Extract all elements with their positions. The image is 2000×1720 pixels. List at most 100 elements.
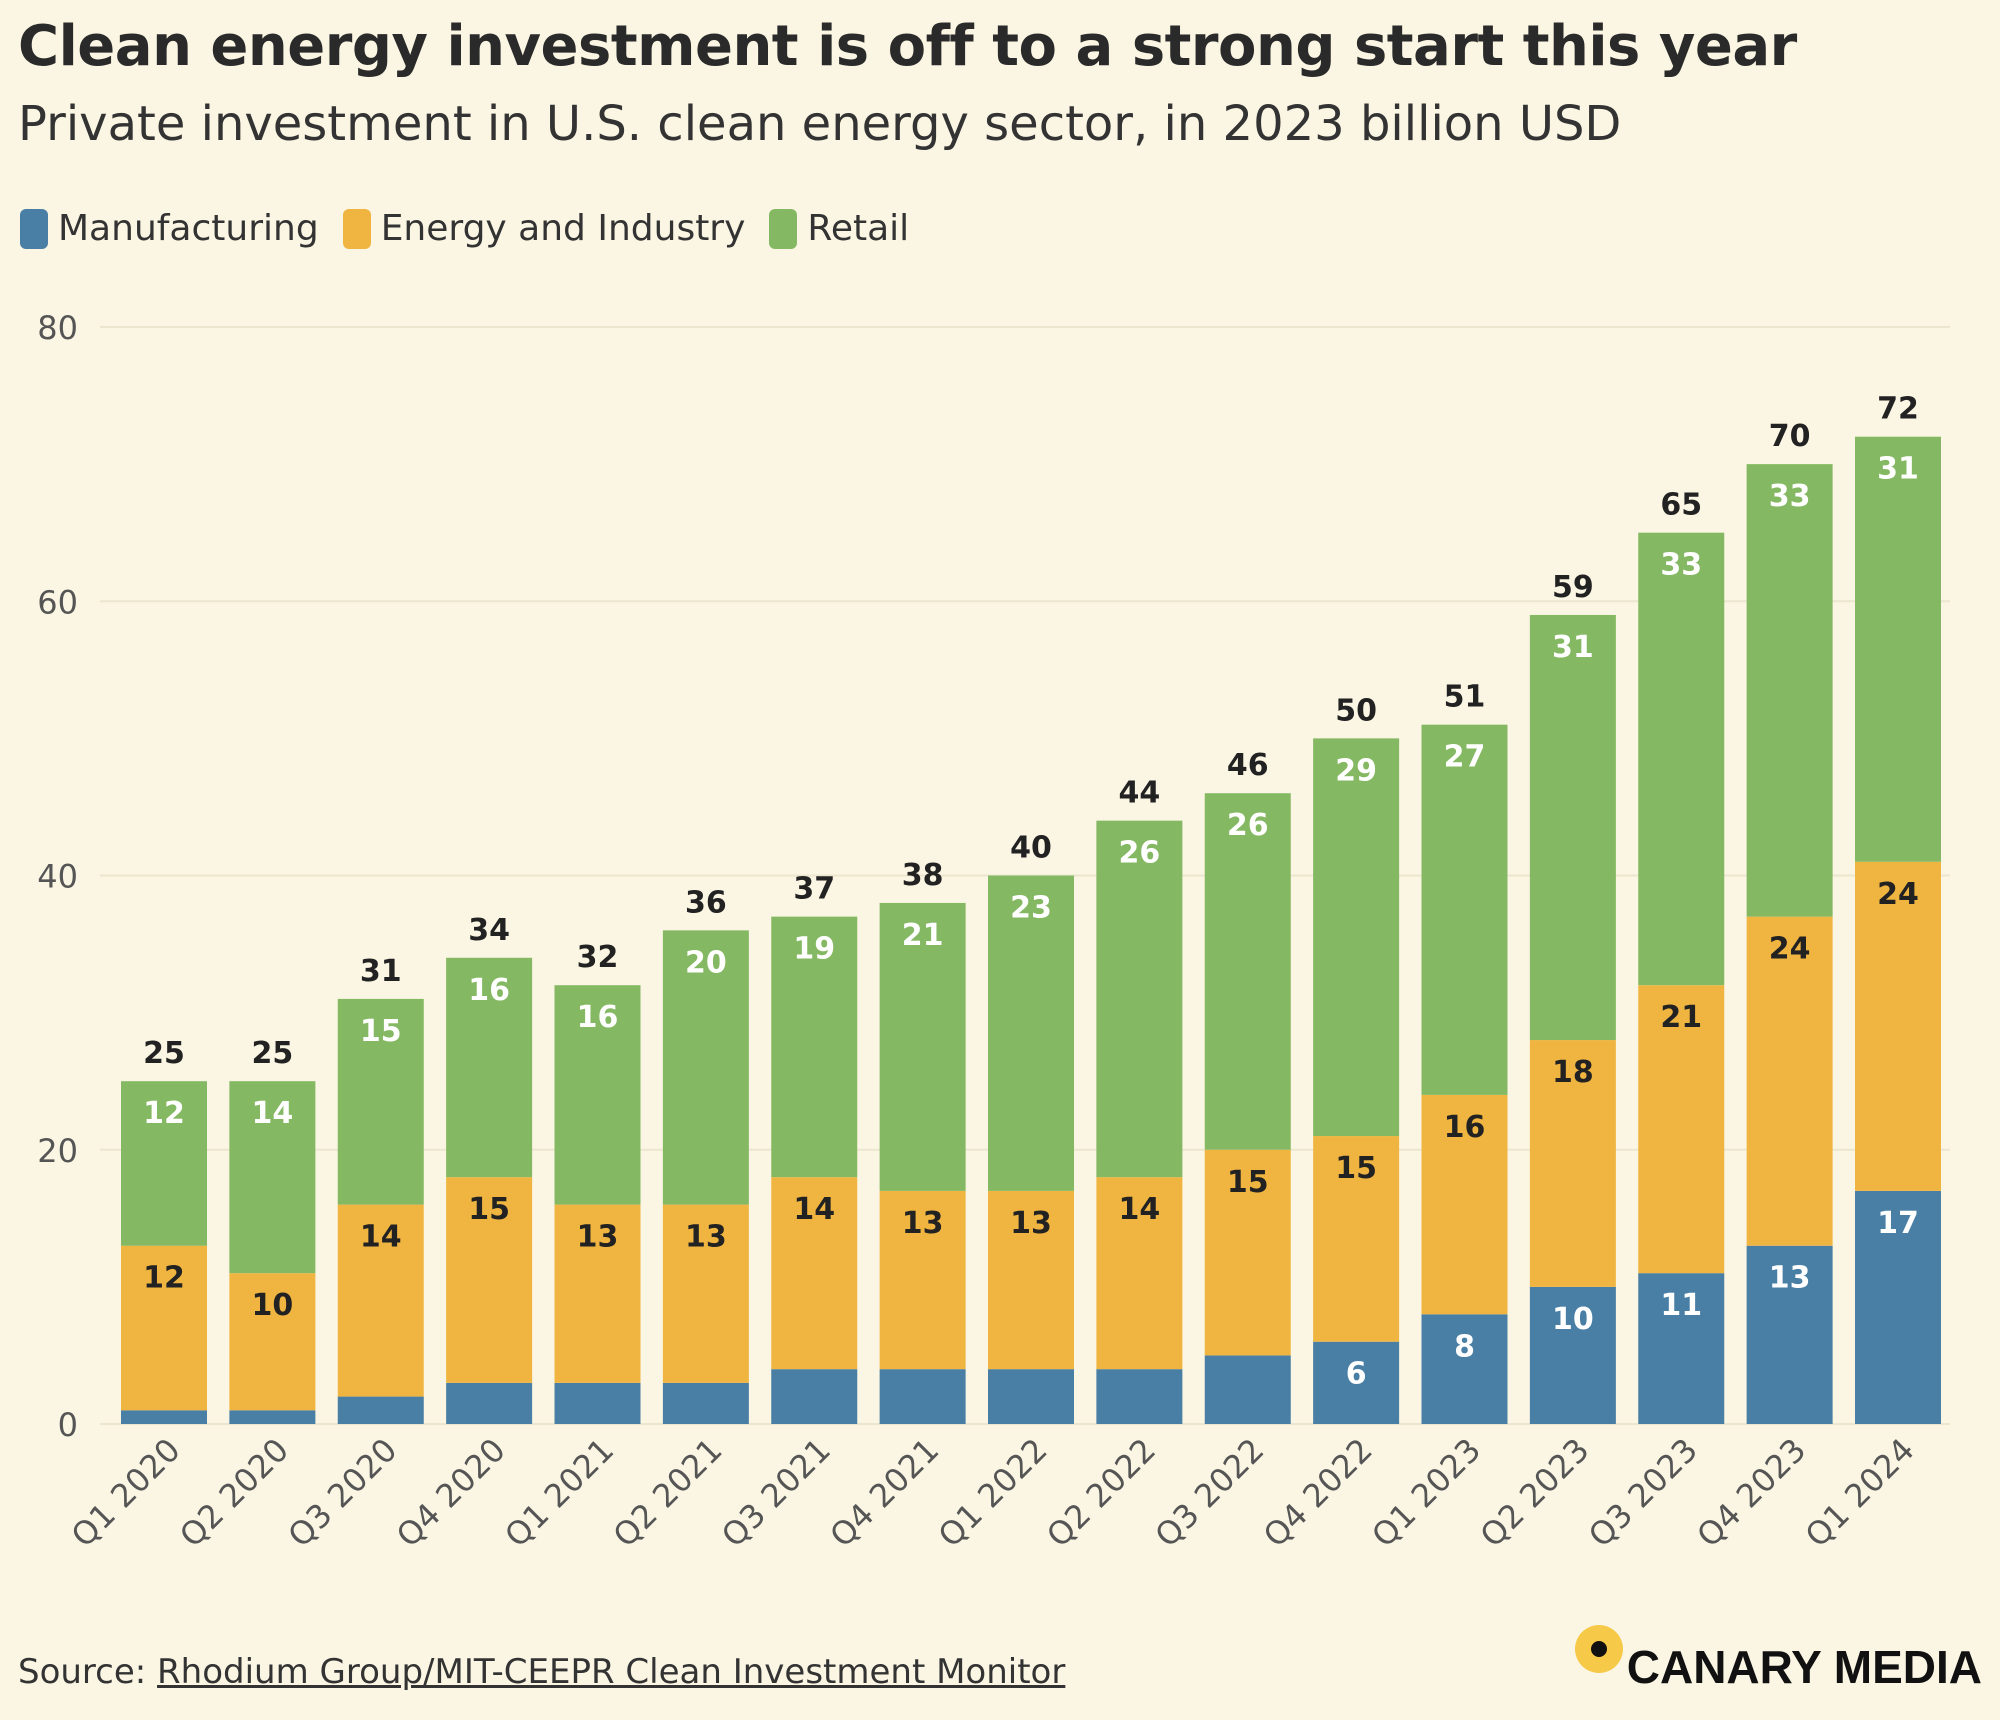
x-tick-label: Q4 2021 bbox=[822, 1431, 946, 1555]
bar-segment bbox=[771, 916, 858, 1178]
bar-segment bbox=[1204, 793, 1291, 1150]
bar-segment bbox=[1096, 1369, 1183, 1424]
y-tick-label: 0 bbox=[58, 1406, 78, 1444]
total-label: 70 bbox=[1769, 419, 1811, 454]
bar-segment bbox=[337, 998, 424, 1205]
x-tick-label: Q3 2020 bbox=[281, 1431, 405, 1555]
x-tick-label: Q1 2020 bbox=[64, 1431, 188, 1555]
bar-segment bbox=[554, 1204, 641, 1383]
legend-label-retail: Retail bbox=[807, 208, 910, 249]
canary-logo-icon bbox=[1574, 1625, 1623, 1673]
total-label: 51 bbox=[1444, 680, 1486, 715]
bar-segment bbox=[1638, 985, 1725, 1274]
data-label: 27 bbox=[1444, 740, 1486, 775]
total-label: 44 bbox=[1119, 776, 1161, 811]
total-label: 46 bbox=[1227, 748, 1269, 783]
bar-segment bbox=[662, 1204, 749, 1383]
total-label: 37 bbox=[793, 872, 835, 907]
total-label: 25 bbox=[143, 1036, 185, 1071]
total-label: 72 bbox=[1877, 392, 1919, 427]
x-tick-label: Q1 2023 bbox=[1364, 1431, 1488, 1555]
source-label: Source: bbox=[18, 1652, 158, 1692]
bar-segment bbox=[1746, 1245, 1833, 1424]
bar-segment bbox=[1746, 464, 1833, 917]
bar-segment bbox=[879, 1190, 966, 1370]
y-tick-label: 60 bbox=[37, 583, 78, 621]
chart-subtitle: Private investment in U.S. clean energy … bbox=[18, 96, 1622, 152]
bar-segment bbox=[988, 1369, 1074, 1424]
source-link[interactable]: Rhodium Group/MIT-CEEPR Clean Investment… bbox=[157, 1652, 1066, 1692]
data-label: 11 bbox=[1660, 1288, 1702, 1323]
data-label: 26 bbox=[1119, 836, 1161, 871]
x-tick-label: Q4 2023 bbox=[1689, 1431, 1813, 1555]
bar-segment bbox=[446, 1382, 533, 1424]
bar-segment bbox=[1096, 820, 1183, 1178]
data-label: 21 bbox=[902, 918, 944, 953]
bar-segment bbox=[879, 902, 966, 1191]
legend-swatch-retail bbox=[769, 208, 798, 249]
total-label: 25 bbox=[252, 1036, 294, 1071]
bar-segment bbox=[121, 1410, 207, 1424]
data-label: 23 bbox=[1010, 891, 1052, 926]
data-label: 17 bbox=[1877, 1206, 1919, 1241]
data-label: 15 bbox=[468, 1192, 510, 1227]
x-tick-label: Q1 2021 bbox=[497, 1431, 621, 1555]
data-label: 33 bbox=[1769, 479, 1811, 514]
data-label: 13 bbox=[1010, 1206, 1052, 1241]
bar-segment bbox=[1638, 532, 1725, 986]
legend-label-energy-industry: Energy and Industry bbox=[380, 208, 746, 249]
data-label: 13 bbox=[1769, 1261, 1811, 1296]
bar-segment bbox=[1529, 1040, 1616, 1287]
data-label: 18 bbox=[1552, 1055, 1594, 1090]
data-label: 31 bbox=[1552, 630, 1594, 665]
bar-segment bbox=[879, 1369, 966, 1424]
data-label: 29 bbox=[1335, 753, 1377, 788]
x-tick-label: Q4 2020 bbox=[389, 1431, 513, 1555]
legend-item-manufacturing: Manufacturing bbox=[20, 208, 319, 249]
x-tick-label: Q1 2024 bbox=[1798, 1431, 1922, 1555]
bar-segment bbox=[229, 1410, 316, 1424]
x-tick-label: Q2 2023 bbox=[1473, 1431, 1597, 1555]
bar-segment bbox=[1421, 724, 1508, 1095]
x-tick-label: Q3 2021 bbox=[714, 1431, 838, 1555]
x-tick-label: Q2 2021 bbox=[606, 1431, 730, 1555]
y-tick-label: 40 bbox=[37, 858, 78, 896]
total-label: 40 bbox=[1010, 831, 1052, 866]
data-label: 20 bbox=[685, 945, 727, 980]
bar-segment bbox=[121, 1081, 207, 1246]
bar-segment bbox=[771, 1177, 858, 1370]
legend-swatch-manufacturing bbox=[20, 208, 48, 249]
bar-segment bbox=[1313, 1341, 1400, 1424]
data-label: 14 bbox=[252, 1096, 294, 1131]
total-label: 31 bbox=[360, 954, 402, 989]
bar-segment bbox=[988, 875, 1074, 1191]
legend-item-retail: Retail bbox=[769, 208, 909, 249]
legend-item-energy-industry: Energy and Industry bbox=[342, 208, 746, 249]
bar-segment bbox=[1746, 916, 1833, 1246]
data-label: 14 bbox=[793, 1192, 835, 1227]
chart-title: Clean energy investment is off to a stro… bbox=[18, 14, 1797, 79]
bar-segment bbox=[337, 1396, 424, 1424]
data-label: 15 bbox=[360, 1014, 402, 1049]
data-label: 16 bbox=[468, 973, 510, 1008]
legend-label-manufacturing: Manufacturing bbox=[58, 208, 319, 249]
x-tick-label: Q4 2022 bbox=[1256, 1431, 1380, 1555]
bar-segment bbox=[337, 1204, 424, 1397]
bar-segment bbox=[1529, 1286, 1616, 1424]
data-label: 15 bbox=[1335, 1151, 1377, 1186]
stacked-bar-chart: 0 20 40 60 80 12 12 25 Q1 2020 10 14 25 Q2 2020 14 15 3… bbox=[37, 309, 1950, 1555]
data-label: 24 bbox=[1769, 932, 1811, 967]
bar-segment bbox=[446, 1177, 533, 1383]
x-tick-label: Q3 2022 bbox=[1148, 1431, 1272, 1555]
data-label: 8 bbox=[1454, 1329, 1475, 1364]
data-label: 10 bbox=[252, 1288, 294, 1323]
y-tick-label: 80 bbox=[37, 309, 78, 347]
data-label: 19 bbox=[793, 932, 835, 967]
bar-segment bbox=[229, 1273, 316, 1411]
bar-segment bbox=[229, 1081, 316, 1274]
bar-segment bbox=[554, 1382, 641, 1424]
total-label: 50 bbox=[1335, 693, 1377, 728]
total-label: 36 bbox=[685, 885, 727, 920]
bar-segment bbox=[1204, 1149, 1291, 1356]
bar-segment bbox=[1638, 1273, 1725, 1424]
